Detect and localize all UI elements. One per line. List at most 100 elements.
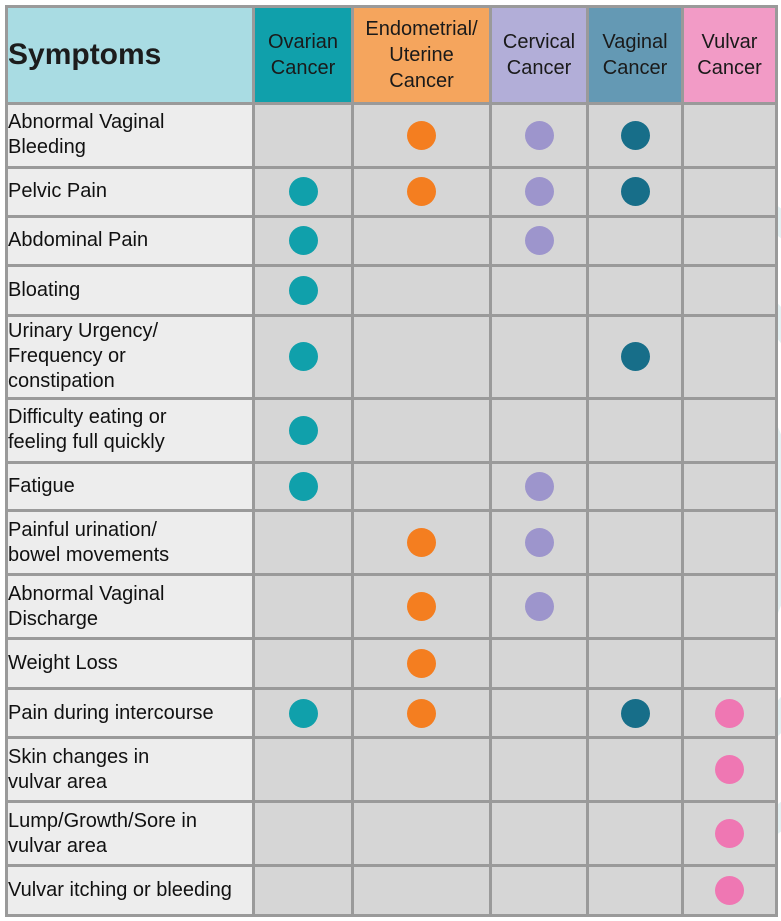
symptom-cell xyxy=(255,463,351,510)
column-header: Ovarian Cancer xyxy=(255,8,351,102)
symptom-dot xyxy=(524,472,554,502)
table-row: Vulvar itching or bleeding xyxy=(8,867,775,914)
header-row: Symptoms Ovarian Cancer Endometrial/ Uter… xyxy=(8,8,775,102)
table-row: Weight Loss xyxy=(8,640,775,687)
symptom-cell xyxy=(684,168,775,215)
symptom-cell xyxy=(354,463,489,510)
symptom-cell xyxy=(354,576,489,638)
symptom-label: Abnormal Vaginal Discharge xyxy=(8,576,252,638)
symptom-cell xyxy=(354,399,489,461)
symptom-label: Difficulty eating or feeling full quickl… xyxy=(8,399,252,461)
symptom-cell xyxy=(492,689,586,737)
symptom-cell xyxy=(354,105,489,166)
table-row: Abdominal Pain xyxy=(8,217,775,265)
symptom-cell xyxy=(354,640,489,687)
table-row: Fatigue xyxy=(8,463,775,510)
symptom-cell xyxy=(684,576,775,638)
symptom-label: Bloating xyxy=(8,267,252,314)
symptom-dot xyxy=(288,177,318,207)
symptom-cell xyxy=(492,640,586,687)
symptom-cell xyxy=(684,267,775,314)
symptom-cell xyxy=(492,105,586,166)
symptom-cell xyxy=(354,512,489,574)
symptom-dot xyxy=(620,177,650,207)
symptom-cell xyxy=(255,399,351,461)
table-row: Pain during intercourse xyxy=(8,689,775,737)
symptom-cell xyxy=(589,689,681,737)
symptom-cell xyxy=(684,867,775,914)
symptom-label: Abdominal Pain xyxy=(8,217,252,265)
symptom-cell xyxy=(589,512,681,574)
symptom-cell xyxy=(589,640,681,687)
symptom-cell xyxy=(255,316,351,397)
symptom-cell xyxy=(684,512,775,574)
table-row: Difficulty eating or feeling full quickl… xyxy=(8,399,775,461)
symptom-cell xyxy=(589,867,681,914)
symptom-cell xyxy=(255,576,351,638)
symptom-cell xyxy=(589,463,681,510)
symptom-dot xyxy=(407,528,436,558)
symptom-label: Urinary Urgency/ Frequency or constipati… xyxy=(8,316,252,397)
symptom-dot xyxy=(524,226,554,256)
symptom-cell xyxy=(589,217,681,265)
symptom-cell xyxy=(492,576,586,638)
symptom-cell xyxy=(684,316,775,397)
symptom-cell xyxy=(255,512,351,574)
symptom-dot xyxy=(715,755,744,785)
symptom-cell xyxy=(492,463,586,510)
symptom-cell xyxy=(354,217,489,265)
symptom-cell xyxy=(684,399,775,461)
symptom-cell xyxy=(589,267,681,314)
symptom-dot xyxy=(407,592,436,622)
table-row: Abnormal Vaginal Bleeding xyxy=(8,105,775,166)
column-header: Endometrial/ Uterine Cancer xyxy=(354,8,489,102)
symptom-label: Skin changes in vulvar area xyxy=(8,739,252,801)
column-header: Cervical Cancer xyxy=(492,8,586,102)
symptom-cell xyxy=(255,739,351,801)
symptom-cell xyxy=(684,105,775,166)
table-row: Bloating xyxy=(8,267,775,314)
table-row: Lump/Growth/Sore in vulvar area xyxy=(8,803,775,865)
symptom-dot xyxy=(407,177,436,207)
symptom-cell xyxy=(255,803,351,865)
symptom-cell xyxy=(492,739,586,801)
symptom-cell xyxy=(255,105,351,166)
symptom-cell xyxy=(684,463,775,510)
symptom-label: Abnormal Vaginal Bleeding xyxy=(8,105,252,166)
symptom-cell xyxy=(684,739,775,801)
symptom-cell xyxy=(684,217,775,265)
symptom-label: Lump/Growth/Sore in vulvar area xyxy=(8,803,252,865)
symptom-cell xyxy=(492,399,586,461)
symptom-cell xyxy=(492,267,586,314)
symptom-cell xyxy=(255,217,351,265)
symptom-cell xyxy=(255,689,351,737)
symptom-label: Pelvic Pain xyxy=(8,168,252,215)
symptom-cell xyxy=(589,399,681,461)
symptom-dot xyxy=(288,415,318,445)
symptom-dot xyxy=(715,698,744,728)
symptom-dot xyxy=(620,120,650,150)
symptom-cell xyxy=(354,316,489,397)
symptom-dot xyxy=(288,275,318,305)
table-row: Painful urination/ bowel movements xyxy=(8,512,775,574)
symptom-label: Vulvar itching or bleeding xyxy=(8,867,252,914)
column-header: Vulvar Cancer xyxy=(684,8,775,102)
symptom-cell xyxy=(589,739,681,801)
symptom-cell xyxy=(255,867,351,914)
symptom-cell xyxy=(492,168,586,215)
symptoms-table: Symptoms Ovarian Cancer Endometrial/ Uter… xyxy=(5,5,778,917)
table-row: Abnormal Vaginal Discharge xyxy=(8,576,775,638)
symptom-dot xyxy=(524,177,554,207)
symptom-cell xyxy=(589,576,681,638)
symptom-cell xyxy=(684,803,775,865)
symptom-dot xyxy=(715,876,744,906)
symptom-label: Pain during intercourse xyxy=(8,689,252,737)
symptom-cell xyxy=(354,867,489,914)
symptom-dot xyxy=(407,120,436,150)
symptom-cell xyxy=(684,640,775,687)
symptom-dot xyxy=(524,120,554,150)
table-row: Pelvic Pain xyxy=(8,168,775,215)
symptom-dot xyxy=(715,819,744,849)
symptom-cell xyxy=(492,867,586,914)
